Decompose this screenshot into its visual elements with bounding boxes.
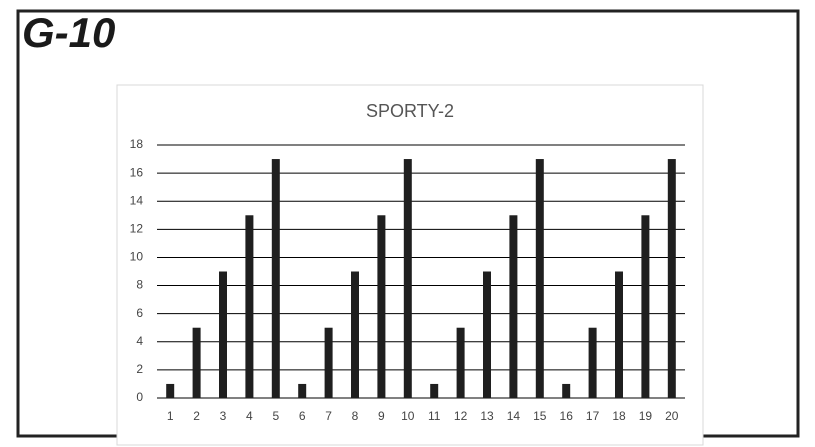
bar bbox=[667, 159, 676, 398]
x-tick-label: 2 bbox=[193, 409, 200, 423]
y-tick-label: 4 bbox=[136, 334, 143, 348]
page-title: G-10 bbox=[22, 9, 115, 56]
x-tick-label: 18 bbox=[612, 409, 626, 423]
x-tick-label: 9 bbox=[378, 409, 385, 423]
x-tick-label: 14 bbox=[507, 409, 521, 423]
x-tick-label: 11 bbox=[428, 409, 441, 423]
bar bbox=[219, 271, 227, 398]
bar bbox=[298, 383, 307, 398]
bar bbox=[271, 159, 280, 398]
x-tick-label: 6 bbox=[299, 409, 306, 423]
x-tick-label: 5 bbox=[272, 409, 279, 423]
bar bbox=[430, 383, 439, 398]
y-tick-label: 10 bbox=[130, 250, 144, 264]
bar bbox=[562, 383, 571, 398]
x-tick-label: 20 bbox=[665, 409, 679, 423]
x-tick-label: 16 bbox=[560, 409, 574, 423]
y-tick-label: 8 bbox=[136, 278, 143, 292]
x-tick-label: 8 bbox=[352, 409, 359, 423]
chart-title: SPORTY-2 bbox=[366, 101, 454, 121]
bar bbox=[509, 215, 518, 398]
bar bbox=[588, 327, 597, 398]
x-tick-label: 12 bbox=[454, 409, 468, 423]
y-tick-label: 2 bbox=[136, 362, 143, 376]
bar bbox=[615, 271, 623, 398]
x-tick-label: 1 bbox=[167, 409, 174, 423]
y-tick-label: 0 bbox=[136, 390, 143, 404]
y-tick-label: 14 bbox=[130, 193, 144, 207]
bar bbox=[456, 327, 465, 398]
bar bbox=[245, 215, 254, 398]
bar bbox=[351, 271, 359, 398]
bar bbox=[403, 159, 412, 398]
x-tick-label: 3 bbox=[220, 409, 227, 423]
y-tick-label: 6 bbox=[136, 306, 143, 320]
bar bbox=[192, 327, 201, 398]
x-tick-label: 19 bbox=[639, 409, 653, 423]
y-tick-label: 12 bbox=[130, 222, 144, 236]
bar bbox=[324, 327, 333, 398]
bar bbox=[535, 159, 544, 398]
x-tick-label: 4 bbox=[246, 409, 253, 423]
x-tick-label: 10 bbox=[401, 409, 415, 423]
bar bbox=[641, 215, 650, 398]
y-tick-label: 16 bbox=[130, 165, 144, 179]
bar bbox=[483, 271, 491, 398]
x-tick-label: 15 bbox=[533, 409, 547, 423]
bar bbox=[166, 383, 175, 398]
x-tick-label: 17 bbox=[586, 409, 600, 423]
x-tick-label: 13 bbox=[480, 409, 494, 423]
x-tick-label: 7 bbox=[325, 409, 332, 423]
y-tick-label: 18 bbox=[130, 137, 144, 151]
bar bbox=[377, 215, 386, 398]
